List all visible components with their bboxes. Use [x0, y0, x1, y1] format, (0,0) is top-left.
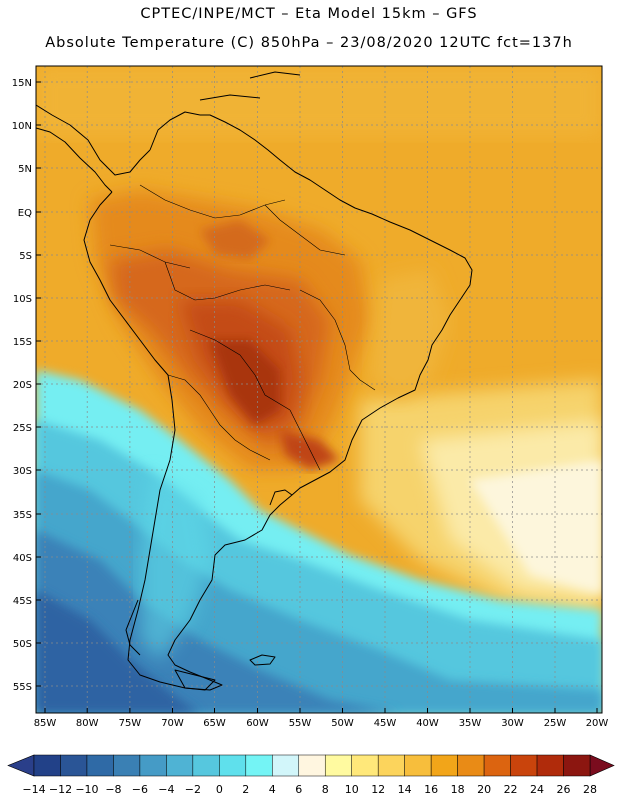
colorbar-bin	[298, 754, 326, 777]
colorbar-tick-label: 12	[371, 783, 385, 796]
colorbar-tick-label: 6	[295, 783, 302, 796]
colorbar-bin	[510, 754, 538, 777]
lat-labels: 15N 10N 5N EQ 5S 10S 15S 20S 25S 30S 35S…	[12, 78, 32, 693]
colorbar-bin	[563, 754, 591, 777]
lon-label: 75W	[119, 718, 142, 729]
lat-label: 40S	[13, 553, 32, 564]
colorbar-bin	[245, 754, 273, 777]
lat-label: 5N	[18, 164, 32, 175]
colorbar-bin	[324, 754, 352, 777]
lon-label: 70W	[161, 718, 184, 729]
lat-label: 10S	[13, 294, 32, 305]
colorbar-bin	[377, 754, 405, 777]
colorbar-tick-label: −6	[132, 783, 148, 796]
colorbar-bin	[457, 754, 485, 777]
lon-label: 30W	[501, 718, 524, 729]
lon-label: 40W	[416, 718, 439, 729]
lon-label: 80W	[76, 718, 99, 729]
lon-label: 85W	[34, 718, 57, 729]
colorbar-tick-label: 20	[477, 783, 491, 796]
colorbar-tick-label: 24	[530, 783, 544, 796]
lat-label: 45S	[13, 596, 32, 607]
colorbar-tick-label: −2	[185, 783, 201, 796]
colorbar-under-arrow	[7, 754, 35, 777]
colorbar-tick-label: 8	[322, 783, 329, 796]
lon-label: 35W	[459, 718, 482, 729]
colorbar-tick-label: 28	[583, 783, 597, 796]
colorbar-bin	[33, 754, 61, 777]
title-line-2: Absolute Temperature (C) 850hPa – 23/08/…	[45, 35, 573, 51]
colorbar-tick-label: −10	[75, 783, 98, 796]
colorbar-bin	[536, 754, 564, 777]
colorbar-tick-label: 2	[242, 783, 249, 796]
lon-label: 20W	[586, 718, 609, 729]
colorbar-tick-label: 22	[504, 783, 518, 796]
temperature-field	[36, 66, 602, 713]
lon-label: 45W	[374, 718, 397, 729]
colorbar-bin	[86, 754, 114, 777]
colorbar-bin	[113, 754, 141, 777]
lat-label: 5S	[19, 251, 32, 262]
lon-label: 55W	[289, 718, 312, 729]
lat-label: 50S	[13, 639, 32, 650]
colorbar-tick-label: 0	[216, 783, 223, 796]
colorbar-tick-label: 18	[451, 783, 465, 796]
lat-label: 30S	[13, 466, 32, 477]
colorbar-bin	[192, 754, 220, 777]
lat-label: EQ	[18, 208, 32, 219]
lon-label: 25W	[544, 718, 567, 729]
lat-label: 25S	[13, 423, 32, 434]
colorbar-over-arrow	[589, 754, 615, 777]
colorbar-bin	[483, 754, 511, 777]
lat-label: 10N	[12, 121, 32, 132]
axis-ticks	[36, 81, 598, 713]
colorbar-bin	[272, 754, 300, 777]
colorbar-tick-label: 10	[345, 783, 359, 796]
colorbar-bin	[60, 754, 88, 777]
lat-label: 20S	[13, 380, 32, 391]
lat-label: 35S	[13, 510, 32, 521]
colorbar-tick-label: −8	[105, 783, 121, 796]
colorbar-bin	[430, 754, 458, 777]
colorbar-bin	[166, 754, 194, 777]
borders	[109, 184, 376, 471]
map-frame	[35, 65, 603, 714]
lat-label: 55S	[13, 682, 32, 693]
colorbar: −14 −12 −10 −8 −6 −4 −2 0 2 4 6 8 10 12 14 16 18 20 22 24 26…	[7, 754, 615, 796]
title-line-1: CPTEC/INPE/MCT – Eta Model 15km – GFS	[140, 6, 478, 22]
colorbar-tick-label: −14	[22, 783, 45, 796]
colorbar-tick-label: 4	[269, 783, 276, 796]
colorbar-bin	[139, 754, 167, 777]
lon-label: 65W	[203, 718, 226, 729]
colorbar-tick-label: −12	[49, 783, 72, 796]
colorbar-tick-label: 26	[557, 783, 571, 796]
lon-labels: 85W 80W 75W 70W 65W 60W 55W 50W 45W 40W …	[34, 718, 609, 729]
graticule	[36, 66, 602, 713]
colorbar-bin	[219, 754, 247, 777]
lat-label: 15S	[13, 337, 32, 348]
colorbar-tick-label: 14	[398, 783, 412, 796]
colorbar-tick-label: 16	[424, 783, 438, 796]
lat-label: 15N	[12, 78, 32, 89]
coastlines	[36, 71, 473, 691]
colorbar-bin	[404, 754, 432, 777]
lon-label: 50W	[331, 718, 354, 729]
colorbar-tick-label: −4	[158, 783, 174, 796]
colorbar-bin	[351, 754, 379, 777]
lon-label: 60W	[246, 718, 269, 729]
